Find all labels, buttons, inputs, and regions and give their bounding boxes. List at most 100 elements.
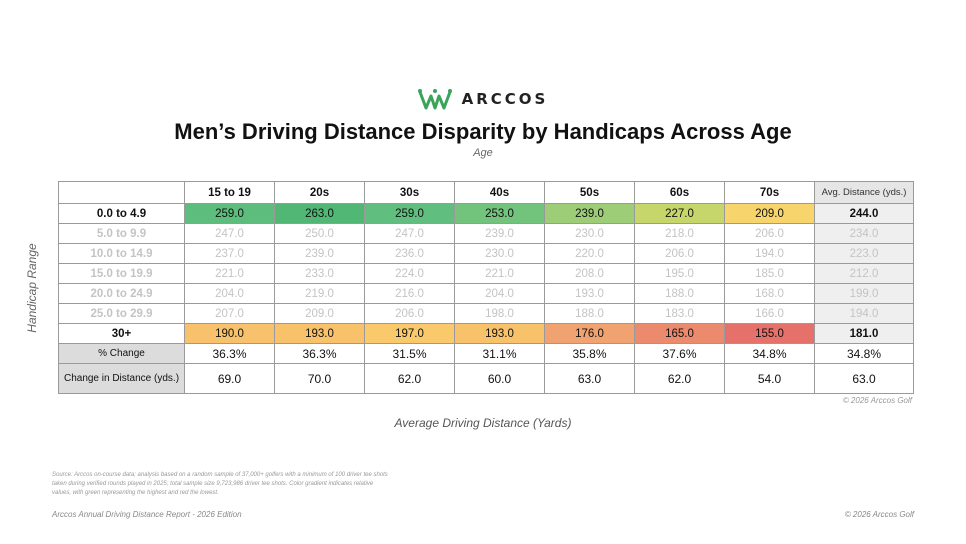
stat-cell: 54.0 [724,363,815,394]
stat-label: % Change [58,343,185,364]
value-cell: 176.0 [544,323,635,344]
stat-cell: 34.8% [724,343,815,364]
avg-cell: 212.0 [814,263,914,284]
value-cell: 183.0 [634,303,725,324]
y-axis-label: Handicap Range [25,243,39,333]
value-cell: 204.0 [454,283,545,304]
table-copyright: © 2026 Arccos Golf [842,396,912,405]
value-cell: 263.0 [274,203,365,224]
value-cell: 230.0 [454,243,545,264]
value-cell: 194.0 [724,243,815,264]
stat-cell: 36.3% [274,343,365,364]
stat-cell: 70.0 [274,363,365,394]
value-cell: 198.0 [454,303,545,324]
col-header-5: 60s [634,181,725,204]
row-label: 20.0 to 24.9 [58,283,185,304]
footer-copyright: © 2026 Arccos Golf [844,510,914,519]
value-cell: 207.0 [184,303,275,324]
stat-cell: 35.8% [544,343,635,364]
stat-cell: 62.0 [634,363,725,394]
row-label: 30+ [58,323,185,344]
avg-cell: 199.0 [814,283,914,304]
value-cell: 185.0 [724,263,815,284]
value-cell: 188.0 [544,303,635,324]
header-row: 15 to 19 20s 30s 40s 50s 60s 70s Avg. Distance … [58,181,914,204]
value-cell: 216.0 [364,283,455,304]
stat-cell: 62.0 [364,363,455,394]
stat-avg-cell: 63.0 [814,363,914,394]
row-label: 0.0 to 4.9 [58,203,185,224]
value-cell: 218.0 [634,223,725,244]
value-cell: 188.0 [634,283,725,304]
value-cell: 219.0 [274,283,365,304]
row-label: 15.0 to 19.9 [58,263,185,284]
row-label: 5.0 to 9.9 [58,223,185,244]
distance-table: 15 to 19 20s 30s 40s 50s 60s 70s Avg. Distance … [58,181,914,394]
value-cell: 247.0 [364,223,455,244]
value-cell: 166.0 [724,303,815,324]
stat-cell: 69.0 [184,363,275,394]
col-header-6: 70s [724,181,815,204]
stat-row: % Change 36.3% 36.3% 31.5% 31.1% 35.8% 37.6% 34… [58,343,914,364]
value-cell: 197.0 [364,323,455,344]
value-cell: 221.0 [184,263,275,284]
table-row: 25.0 to 29.9 207.0 209.0 206.0 198.0 188.0 183… [58,303,914,324]
brand-name: ARCCOS [461,90,549,108]
value-cell: 204.0 [184,283,275,304]
avg-cell: 223.0 [814,243,914,264]
stat-cell: 63.0 [544,363,635,394]
value-cell: 227.0 [634,203,725,224]
value-cell: 206.0 [724,223,815,244]
value-cell: 233.0 [274,263,365,284]
row-label: 25.0 to 29.9 [58,303,185,324]
table-row: 15.0 to 19.9 221.0 233.0 224.0 221.0 208.0 195… [58,263,914,284]
stat-row: Change in Distance (yds.) 69.0 70.0 62.0 60.… [58,363,914,394]
table-row: 5.0 to 9.9 247.0 250.0 247.0 239.0 230.0 218.0… [58,223,914,244]
col-header-3: 40s [454,181,545,204]
value-cell: 190.0 [184,323,275,344]
value-cell: 208.0 [544,263,635,284]
value-cell: 193.0 [274,323,365,344]
avg-cell: 181.0 [814,323,914,344]
value-cell: 230.0 [544,223,635,244]
stat-cell: 37.6% [634,343,725,364]
chart-title: Men’s Driving Distance Disparity by Hand… [174,119,792,144]
value-cell: 168.0 [724,283,815,304]
value-cell: 239.0 [274,243,365,264]
stat-avg-cell: 34.8% [814,343,914,364]
value-cell: 193.0 [544,283,635,304]
footer-report-name: Arccos Annual Driving Distance Report - … [52,510,242,519]
stat-cell: 31.1% [454,343,545,364]
x-axis-label: Average Driving Distance (Yards) [394,416,572,430]
col-header-4: 50s [544,181,635,204]
value-cell: 236.0 [364,243,455,264]
value-cell: 206.0 [634,243,725,264]
value-cell: 259.0 [364,203,455,224]
value-cell: 224.0 [364,263,455,284]
table-row: 0.0 to 4.9 259.0 263.0 259.0 253.0 239.0 227.0… [58,203,914,224]
value-cell: 155.0 [724,323,815,344]
avg-cell: 244.0 [814,203,914,224]
table-row: 20.0 to 24.9 204.0 219.0 216.0 204.0 193.0 188… [58,283,914,304]
stat-cell: 31.5% [364,343,455,364]
col-header-1: 20s [274,181,365,204]
avg-cell: 234.0 [814,223,914,244]
value-cell: 220.0 [544,243,635,264]
value-cell: 250.0 [274,223,365,244]
chart-subtitle: Age [473,147,493,159]
row-label: 10.0 to 14.9 [58,243,185,264]
value-cell: 193.0 [454,323,545,344]
value-cell: 253.0 [454,203,545,224]
avg-cell: 194.0 [814,303,914,324]
stat-cell: 60.0 [454,363,545,394]
value-cell: 209.0 [274,303,365,324]
avg-col-header: Avg. Distance (yds.) [814,181,914,204]
arccos-crown-icon [417,89,452,110]
table-row: 30+ 190.0 193.0 197.0 193.0 176.0 165.0 155.0 18… [58,323,914,344]
value-cell: 239.0 [544,203,635,224]
col-header-0: 15 to 19 [184,181,275,204]
value-cell: 259.0 [184,203,275,224]
stat-label: Change in Distance (yds.) [58,363,185,394]
value-cell: 165.0 [634,323,725,344]
value-cell: 195.0 [634,263,725,284]
